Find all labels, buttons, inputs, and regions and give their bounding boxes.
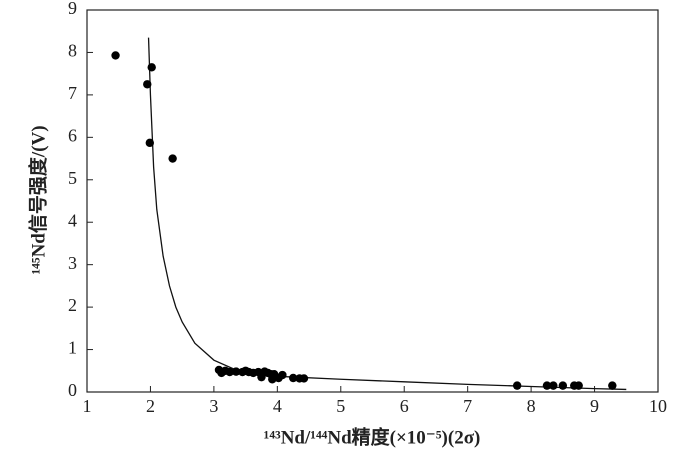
- data-point: [558, 381, 568, 390]
- x-tick-label: 8: [527, 396, 536, 416]
- x-tick-label: 9: [590, 396, 599, 416]
- data-point: [549, 381, 558, 390]
- data-point: [278, 370, 287, 380]
- y-tick-label: 9: [68, 0, 77, 18]
- y-tick-label: 4: [68, 210, 77, 230]
- y-axis-label: ¹⁴⁵Nd信号强度/(V): [26, 125, 49, 274]
- data-point: [542, 381, 552, 390]
- data-point: [231, 367, 241, 376]
- x-tick-label: 7: [463, 396, 472, 416]
- x-tick-label: 6: [400, 396, 409, 416]
- data-point: [111, 51, 120, 60]
- x-tick-label: 1: [83, 396, 92, 416]
- data-point: [608, 381, 617, 390]
- y-tick-label: 0: [68, 380, 77, 400]
- data-point: [574, 381, 583, 390]
- fit-curve: [147, 37, 627, 391]
- plot-frame: [86, 9, 659, 393]
- x-tick-label: 3: [209, 396, 218, 416]
- y-tick-label: 7: [68, 83, 77, 103]
- x-tick-label: 4: [273, 396, 282, 416]
- data-point: [288, 373, 298, 383]
- data-point: [512, 381, 522, 390]
- data-point: [145, 138, 155, 148]
- y-tick-label: 1: [68, 338, 77, 358]
- x-tick-label: 5: [336, 396, 345, 416]
- y-tick-label: 5: [68, 168, 77, 188]
- data-point: [168, 154, 177, 163]
- y-tick-label: 3: [68, 253, 77, 273]
- y-tick-label: 8: [68, 41, 77, 61]
- y-tick-label: 2: [68, 295, 77, 315]
- data-point: [143, 80, 152, 89]
- x-tick-label: 2: [146, 396, 155, 416]
- x-axis-label: ¹⁴³Nd/¹⁴⁴Nd精度(×10⁻⁵)(2σ): [264, 425, 481, 448]
- x-tick-label: 10: [649, 396, 667, 416]
- data-point: [147, 63, 156, 72]
- data-point: [299, 374, 309, 383]
- data-point: [225, 367, 234, 377]
- y-tick-label: 6: [68, 125, 77, 145]
